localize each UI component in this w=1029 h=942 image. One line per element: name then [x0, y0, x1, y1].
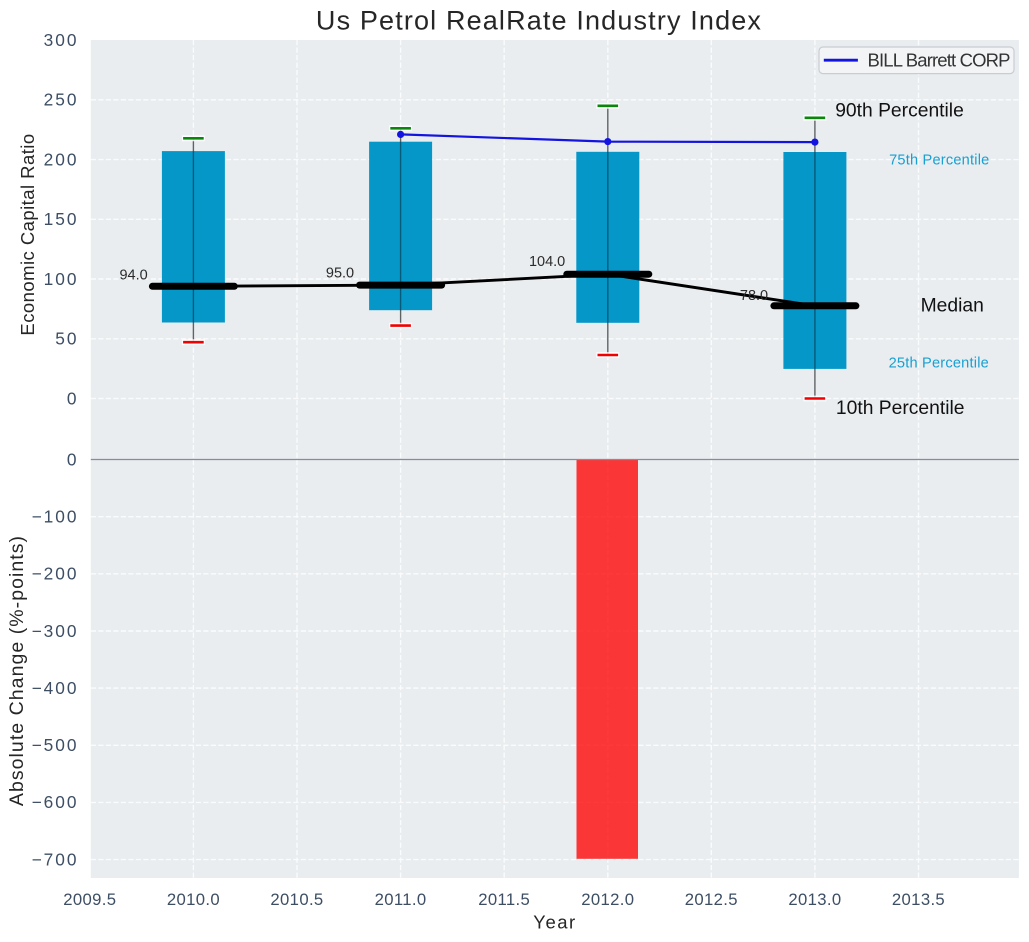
- svg-text:10th Percentile: 10th Percentile: [836, 398, 965, 419]
- svg-text:2013.5: 2013.5: [892, 890, 945, 909]
- svg-text:−400: −400: [32, 678, 79, 698]
- svg-text:2009.5: 2009.5: [63, 890, 116, 909]
- svg-text:−100: −100: [32, 507, 79, 527]
- svg-text:94.0: 94.0: [119, 267, 147, 283]
- svg-text:−200: −200: [32, 564, 79, 584]
- svg-text:50: 50: [55, 329, 78, 349]
- svg-text:2012.0: 2012.0: [581, 890, 634, 909]
- svg-text:0: 0: [67, 388, 79, 408]
- svg-text:Economic Capital Ratio: Economic Capital Ratio: [17, 133, 38, 335]
- svg-text:2011.5: 2011.5: [478, 890, 530, 909]
- svg-text:90th Percentile: 90th Percentile: [835, 100, 964, 121]
- svg-text:0: 0: [67, 449, 79, 469]
- svg-text:200: 200: [44, 149, 79, 169]
- svg-text:2010.0: 2010.0: [167, 890, 220, 909]
- svg-text:25th Percentile: 25th Percentile: [889, 355, 989, 371]
- svg-text:2013.0: 2013.0: [788, 890, 841, 909]
- svg-text:−500: −500: [32, 735, 79, 755]
- svg-text:−600: −600: [32, 792, 79, 812]
- svg-text:2012.5: 2012.5: [685, 890, 738, 909]
- svg-text:2011.0: 2011.0: [375, 890, 427, 909]
- svg-text:Year: Year: [533, 912, 576, 933]
- svg-text:78.0: 78.0: [740, 288, 768, 304]
- svg-text:Us Petrol RealRate Industry In: Us Petrol RealRate Industry Index: [316, 6, 762, 36]
- svg-text:150: 150: [44, 209, 79, 229]
- svg-text:250: 250: [44, 90, 79, 110]
- svg-text:300: 300: [44, 30, 79, 50]
- svg-text:Absolute Change (%-points): Absolute Change (%-points): [6, 535, 28, 806]
- svg-text:95.0: 95.0: [326, 266, 354, 282]
- svg-text:100: 100: [44, 269, 79, 289]
- svg-text:−300: −300: [32, 621, 79, 641]
- svg-text:2010.5: 2010.5: [270, 890, 323, 909]
- svg-text:104.0: 104.0: [529, 254, 565, 270]
- svg-text:BILL Barrett CORP: BILL Barrett CORP: [868, 50, 1011, 71]
- svg-text:75th Percentile: 75th Percentile: [889, 153, 989, 169]
- svg-text:−700: −700: [32, 849, 79, 869]
- svg-text:Median: Median: [921, 296, 984, 317]
